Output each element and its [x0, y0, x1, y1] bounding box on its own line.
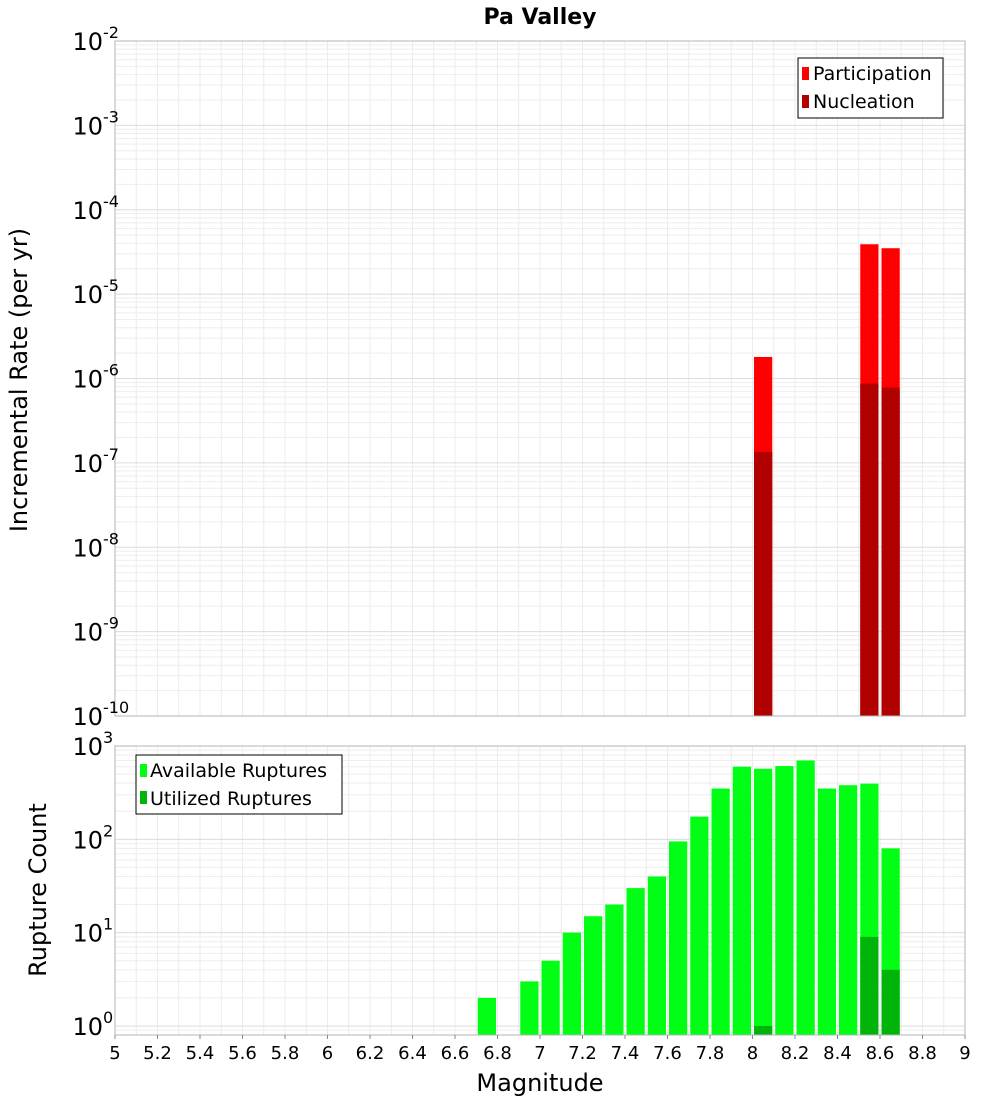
top-bars	[754, 244, 900, 717]
bottom-bar-available-ruptures	[520, 981, 539, 1035]
x-tick-label: 6.4	[398, 1043, 427, 1064]
legend-swatch-nucleation	[802, 95, 809, 108]
top-y-tick-exponent: -10	[103, 698, 129, 717]
bottom-y-tick-exponent: 3	[103, 728, 113, 747]
x-tick-label: 8.2	[781, 1043, 810, 1064]
top-y-tick-label: 10	[72, 450, 103, 478]
top-y-tick-label: 10	[72, 197, 103, 225]
legend-label-participation: Participation	[813, 63, 932, 85]
bottom-bar-available-ruptures	[477, 997, 496, 1035]
x-tick-label: 8.8	[908, 1043, 937, 1064]
top-y-tick-exponent: -4	[103, 192, 119, 211]
legend-label-utilized: Utilized Ruptures	[150, 788, 312, 810]
bottom-legend-box	[135, 754, 343, 815]
bottom-bar-available-ruptures	[690, 816, 709, 1035]
bottom-y-tick-label: 10	[72, 1013, 103, 1041]
x-ticks: 5 5.2 5.4 5.6 5.8 6 6.2 6.4 6.6 6.8 7 7.2 7.4 7.6 7.8 8…	[109, 1035, 971, 1064]
bottom-bar-available-ruptures	[541, 960, 560, 1035]
top-plot-border	[114, 40, 966, 717]
x-tick-label: 6	[322, 1043, 333, 1064]
bottom-bar-available-ruptures	[775, 766, 794, 1035]
x-tick-label: 7.4	[611, 1043, 640, 1064]
top-y-tick-label: 10	[72, 534, 103, 562]
legend-swatch-utilized	[140, 791, 147, 804]
x-tick-label: 5.4	[186, 1043, 215, 1064]
top-y-tick-label: 10	[72, 28, 103, 56]
top-y-ticks: 10-210-310-410-510-610-710-810-910-10	[72, 23, 129, 731]
x-tick-label: 7.2	[568, 1043, 597, 1064]
bottom-bar-available-ruptures	[669, 841, 688, 1035]
top-legend: Participation Nucleation	[797, 57, 944, 119]
top-y-tick-label: 10	[72, 619, 103, 647]
bottom-bar-available-ruptures	[626, 888, 645, 1035]
bottom-bar-available-ruptures	[605, 904, 624, 1035]
x-tick-label: 5.8	[271, 1043, 300, 1064]
x-tick-label: 5.2	[143, 1043, 172, 1064]
x-tick-label: 5.6	[228, 1043, 257, 1064]
x-tick-label: 7.6	[653, 1043, 682, 1064]
x-axis-label: Magnitude	[476, 1069, 603, 1097]
bottom-bar-available-ruptures	[732, 766, 751, 1035]
top-y-tick-label: 10	[72, 703, 103, 731]
bottom-bar-available-ruptures	[839, 785, 858, 1035]
top-y-tick-label: 10	[72, 281, 103, 309]
x-tick-label: 6.6	[441, 1043, 470, 1064]
bottom-bar-utilized-ruptures	[754, 1025, 773, 1035]
x-tick-label: 8.4	[823, 1043, 852, 1064]
bottom-bar-available-ruptures	[647, 876, 666, 1035]
legend-swatch-available	[140, 764, 147, 777]
bottom-bar-available-ruptures	[817, 788, 836, 1035]
legend-label-nucleation: Nucleation	[813, 91, 915, 113]
bottom-bar-utilized-ruptures	[860, 936, 879, 1035]
top-y-tick-exponent: -7	[103, 445, 119, 464]
x-tick-label: 8.6	[866, 1043, 895, 1064]
top-y-tick-exponent: -5	[103, 276, 119, 295]
top-y-tick-exponent: -8	[103, 529, 119, 548]
x-tick-label: 9	[959, 1043, 970, 1064]
bottom-y-tick-label: 10	[72, 920, 103, 948]
bottom-bar-utilized-ruptures	[881, 969, 900, 1035]
bottom-y-tick-label: 10	[72, 733, 103, 761]
bottom-y-tick-exponent: 2	[103, 821, 113, 840]
top-y-tick-exponent: -3	[103, 107, 119, 126]
legend-label-available: Available Ruptures	[150, 760, 327, 782]
x-tick-label: 7	[534, 1043, 545, 1064]
top-legend-box	[797, 57, 944, 119]
x-tick-label: 8	[747, 1043, 758, 1064]
top-bar-nucleation	[754, 451, 773, 716]
bottom-y-tick-exponent: 0	[103, 1008, 113, 1027]
bottom-bar-available-ruptures	[754, 768, 773, 1035]
x-tick-label: 5	[109, 1043, 120, 1064]
bottom-bar-available-ruptures	[584, 916, 603, 1035]
bottom-bars	[477, 760, 900, 1035]
top-y-tick-exponent: -6	[103, 361, 119, 380]
x-tick-label: 6.8	[483, 1043, 512, 1064]
top-grid	[115, 41, 965, 717]
chart-title: Pa Valley	[483, 5, 596, 30]
bottom-y-tick-label: 10	[72, 826, 103, 854]
bottom-legend: Available Ruptures Utilized Ruptures	[135, 754, 343, 815]
x-tick-label: 6.2	[356, 1043, 385, 1064]
top-bar-nucleation	[881, 387, 900, 716]
top-y-tick-label: 10	[72, 366, 103, 394]
top-panel: 10-210-310-410-510-610-710-810-910-10 In…	[5, 23, 966, 731]
top-bar-nucleation	[860, 383, 879, 716]
bottom-y-tick-exponent: 1	[103, 915, 113, 934]
top-y-tick-exponent: -2	[103, 23, 119, 42]
top-y-tick-label: 10	[72, 112, 103, 140]
bottom-bar-available-ruptures	[562, 932, 581, 1035]
top-y-axis-label: Incremental Rate (per yr)	[5, 228, 33, 532]
x-tick-label: 7.8	[696, 1043, 725, 1064]
bottom-bar-available-ruptures	[711, 788, 730, 1035]
legend-swatch-participation	[802, 67, 809, 80]
top-y-tick-exponent: -9	[103, 614, 119, 633]
bottom-y-axis-label: Rupture Count	[24, 803, 52, 977]
bottom-bar-available-ruptures	[796, 760, 815, 1035]
